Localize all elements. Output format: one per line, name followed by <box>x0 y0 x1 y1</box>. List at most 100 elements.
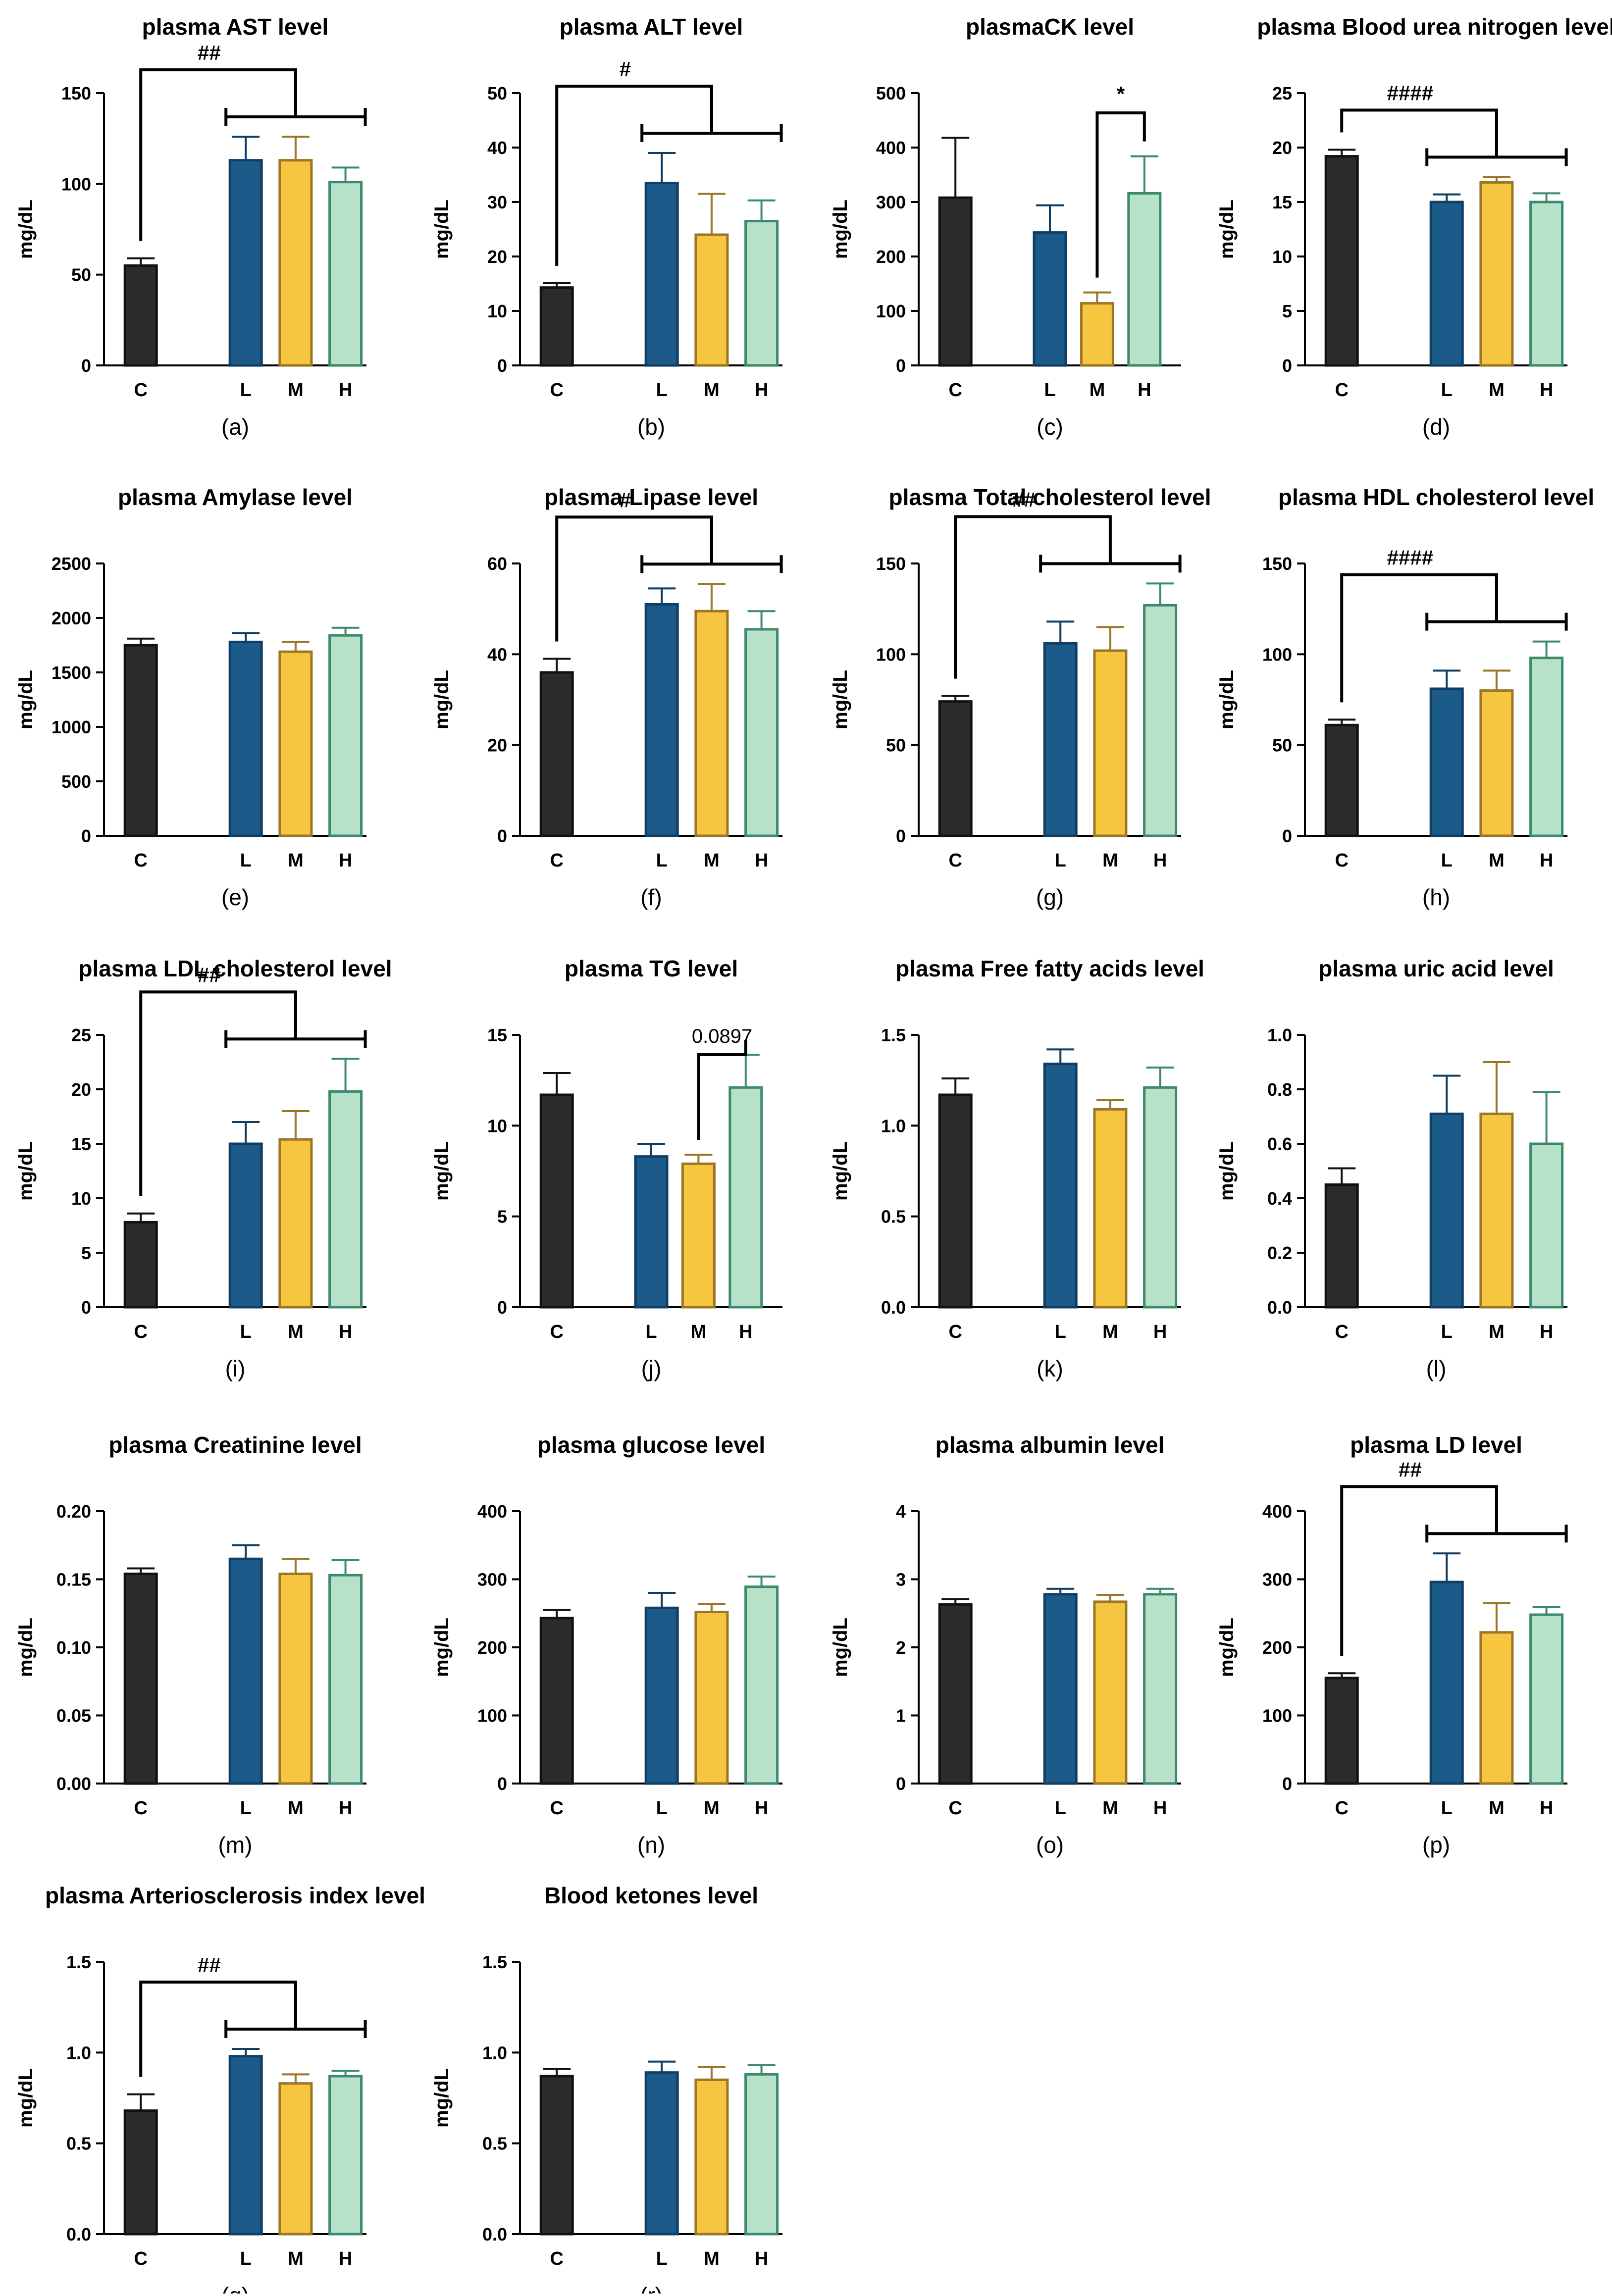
chart-title: plasma TG level <box>565 956 738 981</box>
x-tick-label: C <box>1335 1798 1348 1819</box>
x-tick-label: M <box>1489 380 1505 401</box>
panel-label: (q) <box>221 2283 249 2294</box>
y-tick-label: 1.5 <box>66 1952 91 1972</box>
y-tick-label: 0.0 <box>881 1297 906 1318</box>
chart-title: plasma ALT level <box>560 14 743 40</box>
bar-L <box>1429 201 1464 367</box>
y-tick-label: 0.15 <box>56 1570 91 1590</box>
bar-M <box>278 1573 313 1785</box>
chart-panel-g: plasma Total cholesterol level 0 50 100 150 m… <box>830 484 1211 910</box>
y-tick-label: 100 <box>1262 1706 1292 1726</box>
x-tick-label: L <box>1441 850 1453 871</box>
bar-H <box>744 628 779 837</box>
y-tick-label: 0.5 <box>66 2134 91 2154</box>
y-tick-label: 0.0 <box>1267 1297 1292 1318</box>
y-tick-label: 0 <box>497 356 507 376</box>
bar-H <box>728 1086 763 1309</box>
y-tick-label: 0 <box>896 826 906 846</box>
x-tick-label: C <box>1335 1322 1348 1342</box>
y-tick-label: 15 <box>71 1134 91 1154</box>
bar-L <box>1429 687 1464 837</box>
bar-H <box>1143 604 1178 837</box>
y-tick-label: 1.5 <box>881 1025 906 1045</box>
x-tick-label: H <box>339 380 352 401</box>
bar-M <box>1093 1600 1128 1785</box>
bar-L <box>1033 231 1067 367</box>
x-tick-label: M <box>1102 1322 1118 1342</box>
bar-H <box>328 2075 363 2236</box>
panel-label: (l) <box>1426 1356 1447 1381</box>
y-tick-label: 200 <box>876 247 906 267</box>
chart-panel-o: plasma albumin level 0 1 2 3 4 mg/dL C L M H (o) <box>830 1432 1181 1858</box>
y-tick-label: 0 <box>81 1297 91 1318</box>
x-tick-label: C <box>550 1322 563 1342</box>
y-tick-label: 150 <box>61 83 91 103</box>
y-tick-label: 100 <box>876 301 906 321</box>
chart-title: Blood ketones level <box>544 1883 758 1908</box>
y-tick-label: 50 <box>71 265 91 285</box>
bar-H <box>1143 1593 1178 1785</box>
x-tick-label: L <box>1044 380 1055 401</box>
y-tick-label: 50 <box>886 735 906 756</box>
x-tick-label: L <box>1055 1322 1066 1342</box>
panel-label: (k) <box>1037 1356 1063 1381</box>
chart-title: plasma uric acid level <box>1318 956 1554 981</box>
panel-label: (i) <box>225 1356 246 1381</box>
x-tick-label: L <box>1441 380 1453 401</box>
x-tick-label: H <box>1540 850 1553 871</box>
y-tick-label: 4 <box>896 1501 906 1522</box>
y-tick-label: 500 <box>61 771 91 792</box>
y-tick-label: 10 <box>487 301 507 321</box>
bar-H <box>328 1090 363 1309</box>
bar-H <box>1529 1142 1564 1309</box>
y-tick-label: 25 <box>1272 83 1292 103</box>
chart-panel-f: plasma Lipase level 0 20 40 60 mg/dL C L M H (f) # <box>431 484 783 910</box>
bar-H <box>1143 1086 1178 1309</box>
y-tick-label: 15 <box>487 1025 507 1045</box>
bar-L <box>228 2055 263 2236</box>
y-axis-label: mg/dL <box>1216 1141 1238 1201</box>
significance-label: # <box>620 57 631 81</box>
chart-panel-q: plasma Arteriosclerosis index level 0.0 0.… <box>15 1883 425 2296</box>
x-tick-label: C <box>134 380 147 401</box>
chart-panel-m: plasma Creatinine level 0.00 0.05 0.10 0.15 0… <box>15 1432 366 1858</box>
y-tick-label: 50 <box>487 83 507 103</box>
panel-label: (b) <box>637 414 665 440</box>
bar-M <box>1479 181 1514 367</box>
x-tick-label: C <box>134 2248 147 2269</box>
bar-H <box>744 220 779 367</box>
panel-label: (j) <box>641 1356 662 1381</box>
x-tick-label: L <box>656 850 668 871</box>
significance-label: # <box>620 488 631 511</box>
bar-M <box>694 233 729 367</box>
comparison-bracket <box>1340 1485 1498 1656</box>
y-axis-label: mg/dL <box>431 670 453 729</box>
chart-title: plasma Blood urea nitrogen level <box>1257 14 1612 40</box>
x-tick-label: H <box>755 850 768 871</box>
x-tick-label: L <box>656 2248 668 2269</box>
chart-title: plasma Total cholesterol level <box>888 484 1211 510</box>
panel-label: (o) <box>1036 1832 1064 1858</box>
bar-C <box>123 2109 158 2236</box>
bar-C <box>938 1603 973 1785</box>
significance-label: ## <box>1399 1458 1422 1481</box>
chart-title: plasma glucose level <box>537 1432 765 1458</box>
y-tick-label: 20 <box>71 1079 91 1100</box>
x-tick-label: L <box>1055 850 1066 871</box>
y-tick-label: 300 <box>1262 1570 1292 1590</box>
bar-L <box>1429 1113 1464 1309</box>
y-tick-label: 0 <box>497 1297 507 1318</box>
bar-C <box>938 1093 973 1309</box>
x-tick-label: M <box>288 380 304 401</box>
x-tick-label: H <box>1540 380 1553 401</box>
y-tick-label: 100 <box>61 174 91 194</box>
bar-M <box>1479 1631 1514 1785</box>
x-tick-label: L <box>240 850 252 871</box>
x-tick-label: L <box>656 1798 668 1819</box>
bar-L <box>1043 642 1078 837</box>
y-tick-label: 2000 <box>52 608 91 628</box>
y-tick-label: 30 <box>487 192 507 212</box>
bar-M <box>1093 1108 1128 1309</box>
y-tick-label: 40 <box>487 644 507 664</box>
